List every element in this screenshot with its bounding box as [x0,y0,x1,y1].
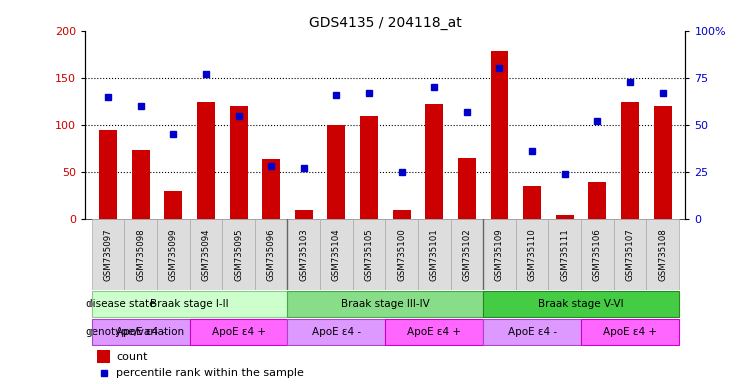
Bar [124,219,157,290]
Text: GSM735099: GSM735099 [169,228,178,281]
Bar [288,291,483,317]
Bar [451,219,483,290]
Bar [328,125,345,219]
Text: GSM735104: GSM735104 [332,228,341,281]
Bar [581,319,679,345]
Bar [588,182,606,219]
Text: GSM735107: GSM735107 [625,228,634,281]
Text: ApoE ε4 -: ApoE ε4 - [508,327,556,338]
Bar [548,219,581,290]
Bar [483,319,581,345]
Bar [190,319,288,345]
Bar [523,186,541,219]
Text: GSM735109: GSM735109 [495,228,504,281]
Bar [99,130,117,219]
Bar [418,219,451,290]
Text: GSM735100: GSM735100 [397,228,406,281]
Text: GSM735094: GSM735094 [202,228,210,281]
Text: GSM735101: GSM735101 [430,228,439,281]
Bar [483,219,516,290]
Text: Braak stage V-VI: Braak stage V-VI [538,299,624,309]
Bar [92,319,190,345]
Bar [92,291,288,317]
Bar [295,210,313,219]
Bar [516,219,548,290]
Bar [491,51,508,219]
Text: GSM735096: GSM735096 [267,228,276,281]
Bar [581,219,614,290]
Text: Braak stage III-IV: Braak stage III-IV [341,299,430,309]
Text: ApoE ε4 +: ApoE ε4 + [603,327,657,338]
Bar [425,104,443,219]
Bar [621,103,639,219]
Title: GDS4135 / 204118_at: GDS4135 / 204118_at [309,16,462,30]
Text: ApoE ε4 +: ApoE ε4 + [211,327,265,338]
Text: ApoE ε4 -: ApoE ε4 - [312,327,361,338]
Bar [654,106,671,219]
Text: GSM735097: GSM735097 [104,228,113,281]
Bar [255,219,288,290]
Bar [353,219,385,290]
Text: GSM735111: GSM735111 [560,228,569,281]
Bar [458,158,476,219]
Bar [132,151,150,219]
Bar [288,219,320,290]
Text: GSM735102: GSM735102 [462,228,471,281]
Text: GSM735108: GSM735108 [658,228,667,281]
Text: GSM735098: GSM735098 [136,228,145,281]
Text: ApoE ε4 +: ApoE ε4 + [408,327,461,338]
Text: Braak stage I-II: Braak stage I-II [150,299,229,309]
Text: GSM735095: GSM735095 [234,228,243,281]
Bar [320,219,353,290]
Bar [483,291,679,317]
Bar [222,219,255,290]
Bar [197,103,215,219]
Text: GSM735103: GSM735103 [299,228,308,281]
Bar [97,350,110,362]
Text: disease state: disease state [86,299,155,309]
Text: GSM735106: GSM735106 [593,228,602,281]
Bar [288,319,385,345]
Text: GSM735105: GSM735105 [365,228,373,281]
Bar [614,219,646,290]
Bar [393,210,411,219]
Text: GSM735110: GSM735110 [528,228,536,281]
Bar [385,319,483,345]
Bar [262,159,280,219]
Text: genotype/variation: genotype/variation [86,327,185,338]
Bar [157,219,190,290]
Bar [190,219,222,290]
Bar [556,215,574,219]
Bar [385,219,418,290]
Bar [92,219,124,290]
Text: ApoE ε4 -: ApoE ε4 - [116,327,165,338]
Bar [230,106,247,219]
Bar [165,191,182,219]
Bar [646,219,679,290]
Bar [360,116,378,219]
Text: count: count [116,352,148,362]
Text: percentile rank within the sample: percentile rank within the sample [116,368,305,378]
